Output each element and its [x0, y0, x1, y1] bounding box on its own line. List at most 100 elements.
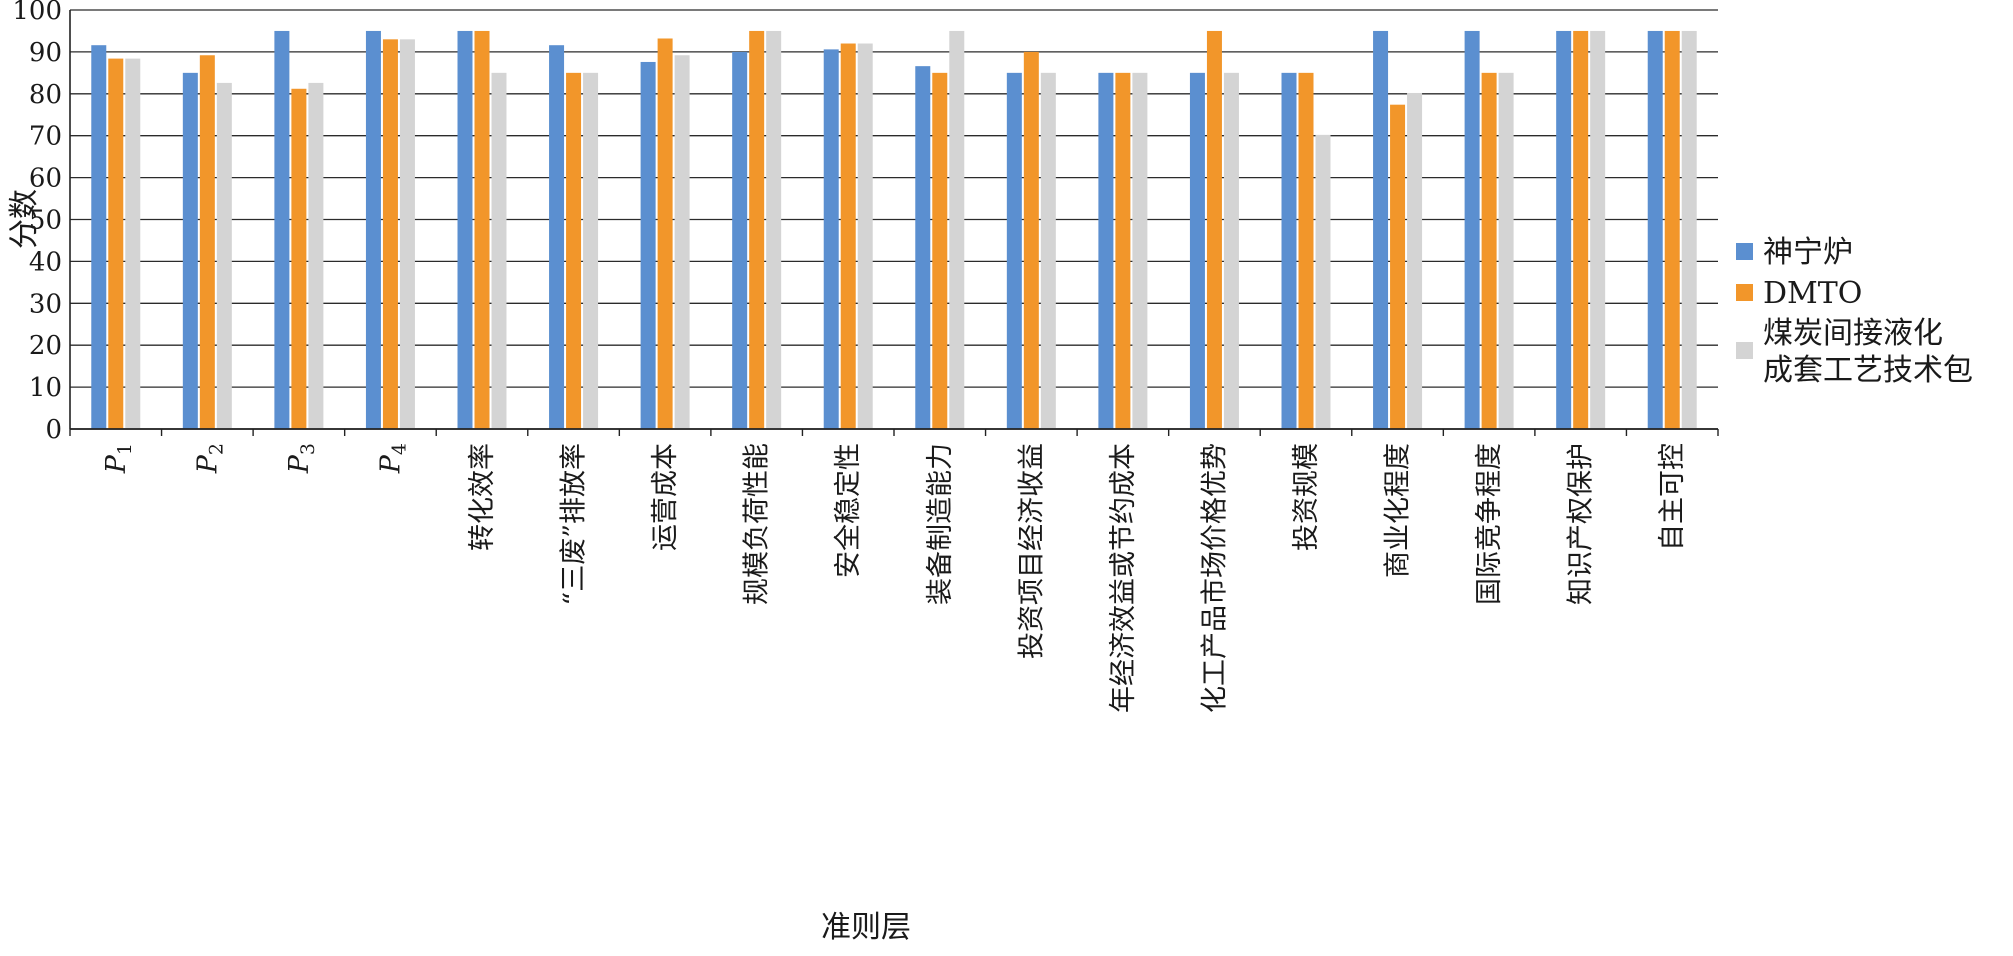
legend-label: 成套工艺技术包	[1763, 353, 1973, 388]
bar	[274, 30, 290, 429]
bar	[1681, 30, 1697, 429]
x-category-label: 装备制造能力	[925, 443, 956, 605]
y-tick-label: 40	[29, 247, 62, 277]
x-category-label: 安全稳定性	[833, 443, 864, 578]
x-category-label: 运营成本	[650, 443, 681, 551]
bar	[182, 72, 198, 429]
bar	[1223, 72, 1239, 429]
bar	[1481, 72, 1497, 429]
bar	[1373, 30, 1389, 429]
x-category-label: P3	[284, 443, 319, 474]
bar	[732, 51, 748, 430]
bar	[1464, 30, 1480, 429]
y-tick-label: 100	[12, 0, 62, 26]
bar	[840, 43, 856, 430]
y-tick-label: 90	[29, 38, 62, 68]
bar	[457, 30, 473, 429]
legend-label: 煤炭间接液化	[1763, 316, 1943, 351]
bar	[1573, 30, 1589, 429]
bar	[474, 30, 490, 429]
bar	[1298, 72, 1314, 429]
bar	[1023, 51, 1039, 430]
x-category-label: “三废”排放率	[559, 443, 590, 606]
x-axis-title: 准则层	[821, 910, 911, 945]
x-category-label: 自主可控	[1657, 443, 1688, 551]
bar	[1647, 30, 1663, 429]
bar	[857, 43, 873, 430]
y-axis-title: 分数	[7, 189, 42, 249]
legend-label: DMTO	[1763, 276, 1862, 311]
bar	[1098, 72, 1114, 429]
x-category-label: 转化效率	[467, 443, 498, 551]
bar	[549, 45, 565, 429]
y-tick-label: 10	[29, 373, 62, 403]
bar	[949, 30, 965, 429]
bar	[1315, 134, 1331, 430]
legend-swatch	[1736, 243, 1753, 260]
bar	[1556, 30, 1572, 429]
y-tick-label: 30	[29, 289, 62, 319]
bar	[766, 30, 782, 429]
bar	[1132, 72, 1148, 429]
bar	[399, 39, 415, 429]
bar	[1590, 30, 1606, 429]
y-tick-label: 80	[29, 80, 62, 110]
bar	[749, 30, 765, 429]
bar	[566, 72, 582, 429]
bar	[199, 55, 215, 429]
bar	[1281, 72, 1297, 429]
bar	[1040, 72, 1056, 429]
x-category-label: 投资规模	[1291, 443, 1322, 551]
bar	[932, 72, 948, 429]
legend-label: 神宁炉	[1763, 235, 1853, 270]
legend-swatch	[1736, 342, 1753, 359]
x-category-label: P1	[101, 443, 136, 474]
y-tick-label: 70	[29, 122, 62, 152]
bar	[308, 82, 324, 429]
bars	[91, 30, 1697, 430]
bar	[1664, 30, 1680, 429]
x-category-labels: P1 P2 P3 P4 转化效率 “三废”排放率 运营成本 规模负荷性能 安全稳定性 装备制造能力…	[101, 443, 1688, 713]
y-tick-labels: 0 10 20 30 40 50 60 70 80 90 100	[12, 0, 62, 445]
bar	[382, 39, 398, 429]
bar	[91, 45, 107, 429]
bar	[640, 61, 656, 430]
bar	[1006, 72, 1022, 429]
bar	[365, 30, 381, 429]
bar	[1498, 72, 1514, 429]
bar	[216, 82, 232, 429]
bar	[583, 72, 599, 429]
x-category-label: 化工产品市场价格优势	[1199, 443, 1230, 713]
x-category-label: 国际竞争程度	[1474, 443, 1505, 605]
bar	[1390, 104, 1406, 429]
axes	[69, 10, 1719, 436]
bar	[1407, 92, 1423, 430]
y-tick-label: 50	[29, 206, 62, 236]
gridlines	[70, 9, 1718, 430]
x-category-label: 年经济效益或节约成本	[1108, 443, 1139, 713]
bar	[1189, 72, 1205, 429]
x-category-label: 规模负荷性能	[742, 443, 773, 605]
bar	[291, 88, 307, 430]
bar	[674, 55, 690, 429]
x-category-label: 投资项目经济收益	[1016, 443, 1047, 659]
bar	[915, 66, 931, 430]
bar	[823, 49, 839, 429]
y-tick-label: 20	[29, 331, 62, 361]
bar	[657, 38, 673, 430]
legend-swatch	[1736, 284, 1753, 301]
bar	[1206, 30, 1222, 429]
x-category-label: P4	[375, 443, 410, 474]
y-tick-label: 60	[29, 164, 62, 194]
bar	[491, 72, 507, 429]
x-category-label: 商业化程度	[1383, 443, 1414, 578]
bar	[1115, 72, 1131, 429]
y-tick-label: 0	[45, 415, 62, 445]
bar	[108, 58, 124, 429]
x-category-label: 知识产权保护	[1566, 443, 1597, 605]
x-category-label: P2	[192, 443, 227, 474]
bar	[125, 58, 141, 429]
